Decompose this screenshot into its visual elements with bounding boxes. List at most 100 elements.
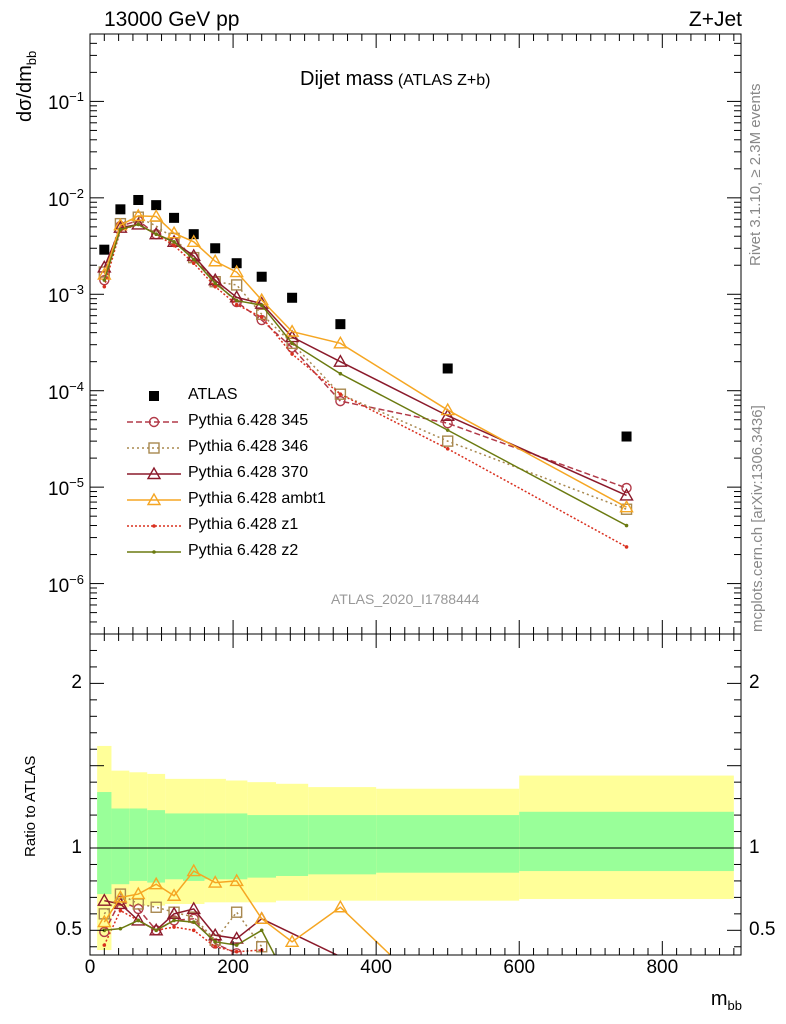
ratio-point-pythia-6-428-ambt1 — [97, 914, 112, 928]
data-point-pythia-6-428-370 — [148, 226, 164, 240]
data-point-atlas — [231, 258, 242, 269]
stat-uncertainty-band — [111, 808, 130, 885]
ratio-point-pythia-6-428-ambt1 — [254, 911, 269, 924]
legend-marker-pythia-6-428-z1 — [152, 524, 156, 528]
data-point-pythia-6-428-346 — [132, 211, 144, 223]
ratio-point-pythia-6-428-370 — [97, 893, 112, 906]
data-point-pythia-6-428-z1 — [172, 243, 176, 248]
data-point-atlas — [151, 200, 162, 211]
ratio-point-pythia-6-428-z1 — [234, 949, 239, 954]
stat-uncertainty-band — [165, 813, 183, 880]
y-tick-label: 10−1 — [48, 89, 84, 115]
ratio-point-pythia-6-428-370 — [148, 922, 164, 936]
data-point-pythia-6-428-z2 — [172, 240, 176, 244]
legend: ATLAS Pythia 6.428 345 Pythia 6.428 346 … — [125, 384, 365, 574]
data-point-pythia-6-428-370 — [333, 354, 348, 367]
ratio-point-pythia-6-428-z1 — [213, 944, 217, 949]
series-line-pythia-6-428-z1 — [103, 223, 627, 548]
y-tick-label: 10−4 — [48, 378, 84, 404]
legend-marker-pythia-6-428-370 — [146, 466, 162, 480]
data-point-pythia-6-428-345 — [621, 482, 632, 494]
ratio-bands — [97, 745, 734, 951]
data-point-pythia-6-428-z1 — [234, 302, 239, 307]
data-point-pythia-6-428-z1 — [259, 315, 264, 319]
ratio-point-pythia-6-428-z1 — [172, 925, 176, 929]
series-line-pythia-6-428-ambt1 — [103, 215, 627, 508]
data-point-pythia-6-428-z2 — [118, 227, 123, 232]
series-line-pythia-6-428-345 — [103, 219, 627, 489]
stat-uncertainty-band — [376, 815, 520, 873]
ratio-point-pythia-6-428-ambt1 — [207, 875, 223, 888]
data-point-pythia-6-428-z1 — [213, 284, 217, 289]
ratio-y-tick-label-right: 1 — [749, 836, 760, 858]
stat-uncertainty-band — [225, 813, 248, 880]
stat-uncertainty-band — [97, 792, 112, 895]
data-point-pythia-6-428-ambt1 — [131, 208, 146, 222]
stat-uncertainty-band — [276, 815, 309, 876]
ratio-point-pythia-6-428-ambt1 — [148, 876, 164, 890]
header-process-label: Z+Jet — [688, 8, 742, 31]
ratio-point-pythia-6-428-z2 — [191, 920, 196, 924]
data-point-pythia-6-428-z1 — [191, 261, 196, 266]
ratio-point-pythia-6-428-370 — [131, 913, 146, 926]
legend-marker-pythia-6-428-z2 — [152, 550, 156, 554]
x-tick-label: 0 — [84, 956, 96, 978]
main-series — [97, 194, 634, 549]
data-point-pythia-6-428-ambt1 — [619, 499, 634, 513]
legend-label-ambt1: Pythia 6.428 ambt1 — [188, 490, 326, 507]
data-point-pythia-6-428-346 — [286, 337, 298, 350]
ratio-point-pythia-6-428-z2 — [136, 918, 141, 923]
data-point-pythia-6-428-ambt1 — [186, 234, 201, 248]
ratio-y-tick-label-left: 1 — [71, 836, 82, 858]
data-point-pythia-6-428-z2 — [102, 278, 107, 282]
ratio-point-pythia-6-428-345 — [99, 926, 110, 938]
legend-label-346: Pythia 6.428 346 — [188, 438, 309, 455]
stat-uncertainty-band — [308, 815, 377, 875]
ratio-point-pythia-6-428-370 — [166, 906, 182, 920]
data-point-atlas — [256, 271, 267, 282]
data-point-pythia-6-428-ambt1 — [166, 225, 182, 239]
ratio-point-pythia-6-428-345 — [115, 895, 126, 906]
ratio-point-pythia-6-428-z1 — [102, 943, 107, 947]
ratio-y-tick-label-left: 2 — [71, 671, 82, 693]
analysis-tag: ATLAS_2020_I1788444 — [331, 591, 480, 607]
main-frame — [89, 33, 742, 635]
ratio-point-pythia-6-428-ambt1 — [166, 888, 182, 901]
ratio-y-tick-label-right: 2 — [749, 671, 760, 693]
ratio-point-pythia-6-428-z1 — [118, 908, 123, 913]
data-point-pythia-6-428-345 — [442, 418, 453, 429]
stat-uncertainty-band — [247, 815, 276, 878]
ratio-line-pythia-6-428-z2 — [104, 919, 276, 955]
ratio-y-tick-label-left: 0.5 — [55, 918, 82, 940]
data-point-pythia-6-428-z1 — [102, 284, 107, 289]
data-point-pythia-6-428-345 — [335, 395, 346, 407]
ratio-point-pythia-6-428-z2 — [154, 928, 158, 933]
legend-label-370: Pythia 6.428 370 — [188, 464, 309, 481]
data-point-pythia-6-428-z2 — [234, 298, 239, 303]
data-point-atlas — [210, 243, 221, 254]
x-tick-label: 200 — [217, 956, 249, 978]
ratio-y-tick-label-right: 0.5 — [749, 918, 776, 940]
ratio-point-pythia-6-428-ambt1 — [131, 886, 146, 900]
data-point-atlas — [621, 431, 632, 442]
data-point-pythia-6-428-ambt1 — [148, 209, 164, 222]
stat-uncertainty-band — [147, 810, 166, 883]
data-point-pythia-6-428-z1 — [445, 446, 450, 451]
ratio-frame — [89, 633, 742, 956]
data-point-pythia-6-428-z1 — [624, 545, 629, 549]
ratio-point-pythia-6-428-z2 — [102, 928, 107, 933]
ratio-point-pythia-6-428-ambt1 — [229, 873, 244, 887]
data-point-pythia-6-428-z2 — [136, 222, 141, 227]
ratio-line-pythia-6-428-370 — [104, 899, 339, 955]
legend-marker-pythia-6-428-346 — [148, 442, 160, 454]
data-point-pythia-6-428-346 — [230, 279, 243, 291]
data-point-pythia-6-428-ambt1 — [284, 324, 300, 337]
data-point-pythia-6-428-346 — [334, 388, 347, 400]
stat-uncertainty-band — [129, 808, 148, 881]
ratio-point-pythia-6-428-370 — [207, 927, 223, 941]
data-point-pythia-6-428-z2 — [154, 232, 158, 236]
x-axis-label: mbb — [710, 988, 742, 1013]
data-point-atlas — [115, 204, 126, 215]
data-point-pythia-6-428-z2 — [259, 303, 264, 308]
legend-label-z1: Pythia 6.428 z1 — [188, 516, 299, 533]
